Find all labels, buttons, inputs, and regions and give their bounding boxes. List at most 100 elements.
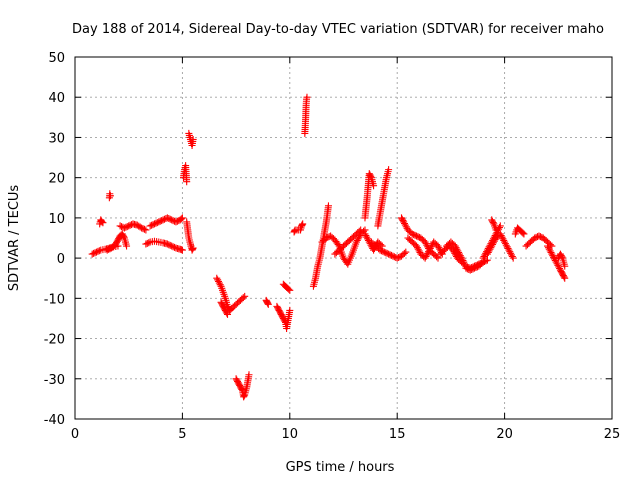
data-point bbox=[501, 238, 509, 246]
data-points bbox=[88, 93, 569, 401]
data-point bbox=[367, 172, 375, 180]
data-point bbox=[183, 178, 191, 186]
data-point bbox=[509, 254, 517, 262]
x-tick-label: 20 bbox=[496, 427, 513, 442]
data-point bbox=[422, 240, 430, 248]
series-vdip_9p5 bbox=[273, 302, 294, 332]
series-spike_5b bbox=[185, 129, 197, 149]
data-point bbox=[560, 273, 568, 281]
data-point bbox=[503, 243, 511, 251]
data-point bbox=[459, 257, 467, 265]
series-tail_22p7 bbox=[554, 250, 569, 270]
data-point bbox=[498, 233, 506, 241]
data-point bbox=[145, 239, 153, 247]
x-tick-label: 0 bbox=[71, 427, 79, 442]
series-spike_13p7 bbox=[361, 170, 378, 222]
data-point bbox=[434, 242, 442, 250]
data-point bbox=[352, 238, 360, 246]
data-point bbox=[434, 254, 442, 262]
series-band_14b bbox=[361, 230, 386, 254]
data-point bbox=[303, 93, 311, 101]
data-point bbox=[480, 253, 488, 261]
data-point bbox=[286, 306, 294, 314]
data-point bbox=[481, 251, 489, 259]
data-point bbox=[324, 202, 332, 210]
series-vdip_7 bbox=[213, 274, 249, 314]
data-point bbox=[239, 294, 247, 302]
data-point bbox=[413, 244, 421, 252]
data-point bbox=[189, 135, 197, 143]
data-point bbox=[353, 236, 361, 244]
data-point bbox=[453, 245, 461, 253]
grid-lines bbox=[75, 57, 612, 419]
data-point bbox=[520, 230, 528, 238]
data-point bbox=[98, 218, 106, 226]
data-point bbox=[385, 166, 393, 174]
series-hump_2 bbox=[116, 220, 150, 234]
data-point bbox=[554, 261, 562, 269]
series-climb_11 bbox=[309, 202, 332, 290]
data-point bbox=[506, 248, 514, 256]
data-point bbox=[178, 214, 186, 222]
data-point bbox=[370, 182, 378, 190]
data-point bbox=[552, 258, 560, 266]
data-point bbox=[402, 223, 410, 231]
data-point bbox=[214, 276, 222, 284]
series-spike_10p7 bbox=[301, 93, 311, 137]
y-tick-label: 0 bbox=[57, 252, 65, 267]
chart-title: Day 188 of 2014, Sidereal Day-to-day VTE… bbox=[72, 22, 604, 37]
data-point bbox=[399, 217, 407, 225]
data-point bbox=[451, 242, 459, 250]
data-point bbox=[364, 235, 372, 243]
y-tick-label: 40 bbox=[48, 91, 65, 106]
data-point bbox=[214, 277, 222, 285]
series-pair_10p2 bbox=[290, 220, 307, 236]
data-point bbox=[549, 252, 557, 260]
data-point bbox=[120, 233, 128, 241]
series-spike_14p5 bbox=[374, 166, 393, 230]
data-point bbox=[423, 251, 431, 259]
data-point bbox=[499, 235, 507, 243]
data-point bbox=[106, 192, 114, 200]
data-point bbox=[544, 242, 552, 250]
series-trough_8 bbox=[232, 371, 253, 401]
data-point bbox=[378, 242, 386, 250]
data-point bbox=[458, 255, 466, 263]
series-hump_21p8 bbox=[522, 232, 556, 250]
data-point bbox=[561, 262, 569, 270]
data-point bbox=[485, 243, 493, 251]
data-point bbox=[457, 253, 465, 261]
data-point bbox=[550, 255, 558, 263]
series-pair_9 bbox=[262, 296, 272, 308]
series-pts_20p6 bbox=[511, 224, 528, 238]
data-point bbox=[213, 274, 221, 282]
series-vdip_7_low bbox=[217, 298, 232, 318]
data-point bbox=[548, 250, 556, 258]
data-point bbox=[177, 215, 185, 223]
data-point bbox=[491, 232, 499, 240]
data-point bbox=[460, 258, 468, 266]
series-rise_19p5 bbox=[479, 222, 504, 262]
data-point bbox=[425, 248, 433, 256]
data-point bbox=[224, 310, 232, 318]
plot-frame bbox=[74, 56, 613, 420]
x-tick-label: 10 bbox=[282, 427, 299, 442]
data-point bbox=[500, 236, 508, 244]
data-point bbox=[415, 247, 423, 255]
data-point bbox=[546, 247, 554, 255]
data-point bbox=[285, 285, 293, 293]
data-point bbox=[505, 246, 513, 254]
series-peak_19p4 bbox=[488, 216, 500, 234]
data-point bbox=[362, 232, 370, 240]
series-loop_2 bbox=[103, 230, 131, 254]
data-point bbox=[489, 236, 497, 244]
series-band_3 bbox=[142, 237, 186, 254]
data-point bbox=[561, 274, 569, 282]
data-point bbox=[555, 263, 563, 271]
data-point bbox=[400, 249, 408, 257]
data-point bbox=[363, 233, 371, 241]
data-point bbox=[354, 235, 362, 243]
data-point bbox=[452, 244, 460, 252]
data-point bbox=[413, 242, 421, 250]
data-point bbox=[95, 247, 103, 255]
